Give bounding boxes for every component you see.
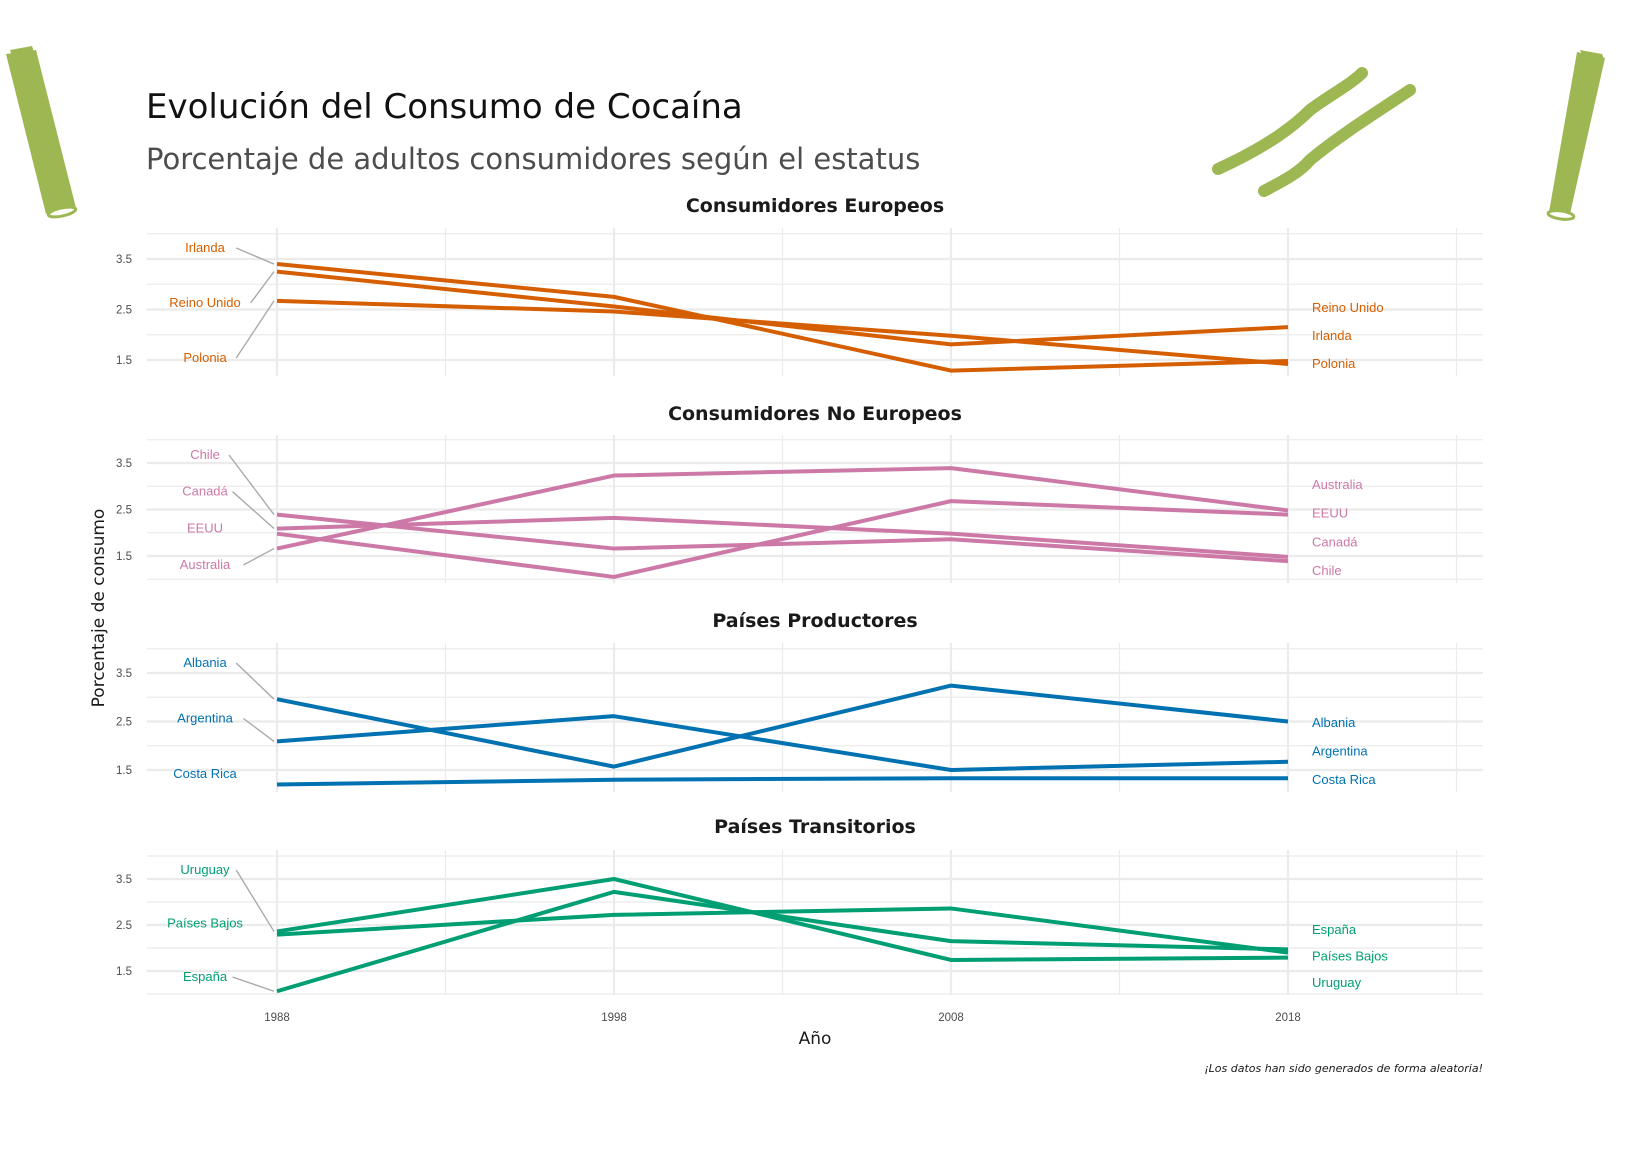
series-line-países-bajos [276,906,1289,955]
series-label-right: Argentina [1312,744,1368,759]
series-line-eeuu [276,499,1289,579]
series-line-australia [276,466,1289,551]
series-label-left: Canadá [182,484,228,499]
y-tick-label: 2.5 [116,717,132,729]
series-label-left: Chile [190,447,220,462]
x-tick-label: 1988 [264,1012,290,1024]
series-line-albania [276,683,1289,769]
caption: ¡Los datos han sido generados de forma a… [1204,1062,1483,1075]
x-tick-label: 1998 [601,1012,627,1024]
series-label-right: Costa Rica [1312,772,1376,787]
series-label-right: EEUU [1312,506,1348,521]
series-line-españa [276,889,1289,994]
label-leader-line [243,547,275,566]
label-leader-line [235,300,275,359]
label-leader-line [235,869,275,932]
panels: Consumidores Europeos 1.5 2.5 3.5 Irlanda Rei… [116,195,1483,995]
label-leader-line [242,717,275,742]
decoration-powder-lines-icon [1212,67,1416,197]
y-tick-label: 3.5 [116,458,132,470]
label-leader-line [232,491,275,530]
y-tick-label: 1.5 [116,765,132,777]
series-label-right: Canadá [1312,534,1358,549]
x-tick-label: 2018 [1275,1012,1301,1024]
decoration-right-straw-icon [1546,50,1605,221]
series-line-uruguay [276,877,1289,962]
series-label-right: Australia [1312,477,1363,492]
series-line-chile [276,512,1289,564]
series-label-right: Albania [1312,715,1356,730]
panel-1: Consumidores Europeos 1.5 2.5 3.5 Irlanda Rei… [116,195,1483,376]
series-line-costa-rica [276,776,1288,787]
series-label-right: Reino Unido [1312,300,1384,315]
label-leader-line [232,976,275,992]
y-tick-label: 1.5 [116,355,132,367]
chart-title: Evolución del Consumo de Cocaína [146,87,743,127]
y-tick-label: 1.5 [116,966,132,978]
decoration-left-straw-icon [6,46,78,219]
y-tick-label: 2.5 [116,505,132,517]
series-label-right: Países Bajos [1312,949,1388,964]
series-label-right: Irlanda [1312,328,1353,343]
series-label-right: Uruguay [1312,975,1362,990]
y-axis-label: Porcentaje de consumo [89,509,109,708]
series-label-left: España [183,969,228,984]
panel-title: Consumidores Europeos [686,195,944,217]
panel-title: Países Productores [712,610,917,632]
series-label-left: Argentina [177,711,233,726]
series-label-right: España [1312,922,1357,937]
series-label-left: Países Bajos [167,916,243,931]
series-label-left: Australia [180,557,231,572]
y-tick-label: 3.5 [116,874,132,886]
y-tick-label: 2.5 [116,305,132,317]
series-label-right: Chile [1312,563,1342,578]
panel-4: Países Transitorios 1.5 2.5 3.5 Uruguay Paíse… [116,816,1483,995]
y-tick-label: 3.5 [116,254,132,266]
x-tick-label: 2008 [938,1012,964,1024]
panel-title: Países Transitorios [714,816,916,838]
panel-2: Consumidores No Europeos 1.5 2.5 3.5 Chile Ca… [116,403,1483,583]
label-leader-line [235,662,275,700]
label-leader-line [250,271,275,304]
series-label-left: Uruguay [180,862,230,877]
series-label-left: Irlanda [185,240,226,255]
y-tick-label: 2.5 [116,920,132,932]
y-tick-label: 1.5 [116,551,132,563]
x-axis-ticks: 1988 1998 2008 2018 [264,1012,1301,1024]
panel-3: Países Productores 1.5 2.5 3.5 Albania Argent… [116,610,1483,792]
series-label-left: EEUU [187,520,223,535]
series-line-irlanda [276,262,1289,373]
series-label-left: Albania [183,655,227,670]
label-leader-line [235,247,275,265]
series-line-polonia [276,298,1289,367]
series-label-right: Polonia [1312,356,1356,371]
x-axis-label: Año [799,1029,832,1049]
panel-title: Consumidores No Europeos [668,403,962,425]
series-label-left: Reino Unido [169,295,241,310]
chart-subtitle: Porcentaje de adultos consumidores según… [146,142,920,176]
series-line-argentina [276,714,1289,772]
label-leader-line [228,454,275,516]
y-tick-label: 3.5 [116,668,132,680]
series-label-left: Polonia [183,350,227,365]
series-label-left: Costa Rica [173,766,237,781]
series-line-canadá [276,515,1289,559]
